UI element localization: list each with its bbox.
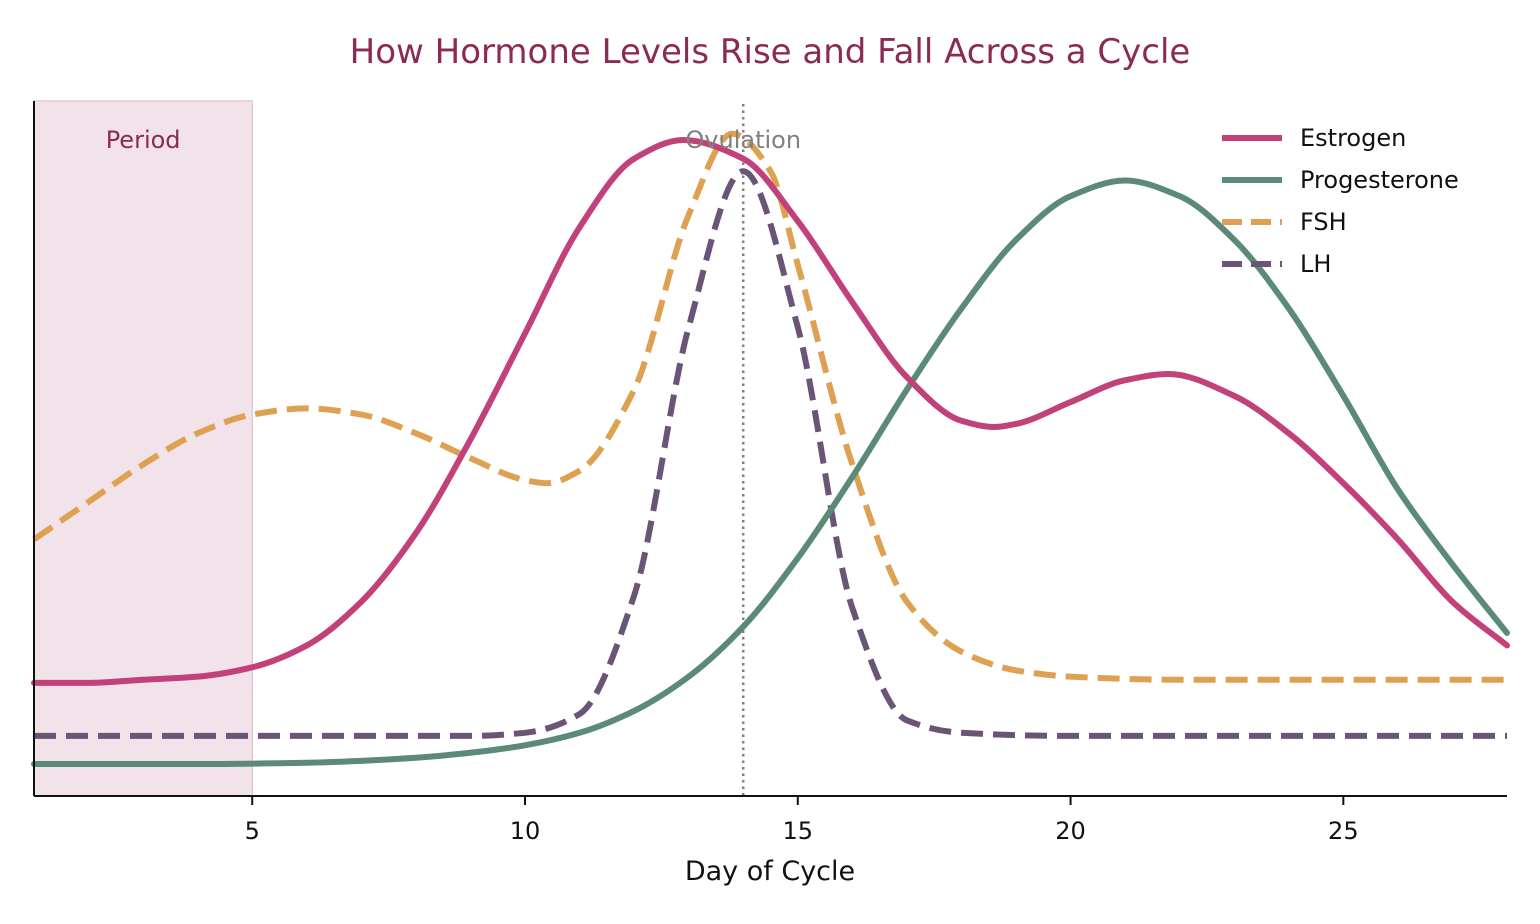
legend-label-progesterone: Progesterone bbox=[1300, 166, 1459, 194]
chart-title: How Hormone Levels Rise and Fall Across … bbox=[350, 32, 1191, 72]
x-axis-label: Day of Cycle bbox=[685, 856, 855, 887]
legend-label-estrogen: Estrogen bbox=[1300, 124, 1406, 152]
x-tick-label: 25 bbox=[1328, 817, 1359, 845]
series-layer bbox=[31, 130, 1510, 768]
legend-label-lh: LH bbox=[1300, 250, 1331, 278]
series-line-lh bbox=[34, 168, 1507, 739]
series-line-fsh bbox=[32, 130, 1507, 683]
x-tick-label: 10 bbox=[510, 817, 541, 845]
x-tick-label: 15 bbox=[783, 817, 814, 845]
series-line-progesterone bbox=[31, 177, 1510, 768]
x-tick-label: 20 bbox=[1055, 817, 1086, 845]
x-ticks: 5 10 15 20 25 bbox=[245, 796, 1359, 845]
legend: Estrogen Progesterone FSH LH bbox=[1222, 124, 1459, 278]
ovulation-label: Ovulation bbox=[685, 126, 801, 154]
x-tick-label: 5 bbox=[245, 817, 260, 845]
series-line-estrogen bbox=[31, 137, 1510, 686]
legend-label-fsh: FSH bbox=[1300, 208, 1347, 236]
period-band bbox=[33, 100, 253, 797]
period-label: Period bbox=[106, 126, 181, 154]
